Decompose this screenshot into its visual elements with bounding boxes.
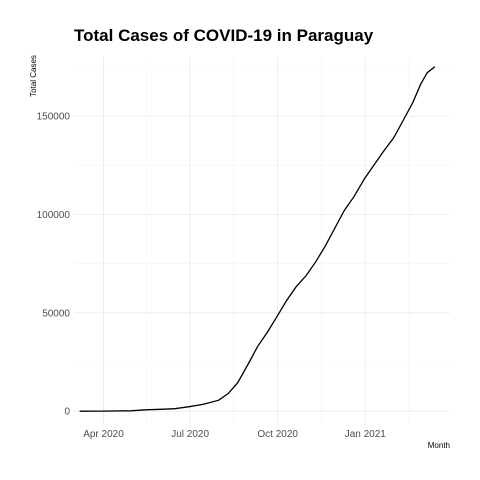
y-tick-label: 0 (64, 407, 70, 418)
y-axis-ticks: 0 50000 100000 150000 (37, 112, 71, 418)
grid-lines (74, 57, 450, 425)
x-tick-label: Oct 2020 (257, 429, 298, 440)
y-tick-label: 100000 (37, 210, 71, 221)
x-tick-label: Jan 2021 (345, 429, 387, 440)
chart-title: Total Cases of COVID-19 in Paraguay (74, 26, 374, 45)
x-tick-label: Jul 2020 (171, 429, 209, 440)
y-axis-title: Total Cases (29, 55, 38, 97)
y-tick-label: 50000 (42, 308, 70, 319)
x-axis-ticks: Apr 2020 Jul 2020 Oct 2020 Jan 2021 (83, 429, 386, 440)
series-line (79, 66, 436, 412)
x-tick-label: Apr 2020 (83, 429, 124, 440)
x-axis-title: Month (428, 441, 450, 450)
y-tick-label: 150000 (37, 112, 71, 123)
